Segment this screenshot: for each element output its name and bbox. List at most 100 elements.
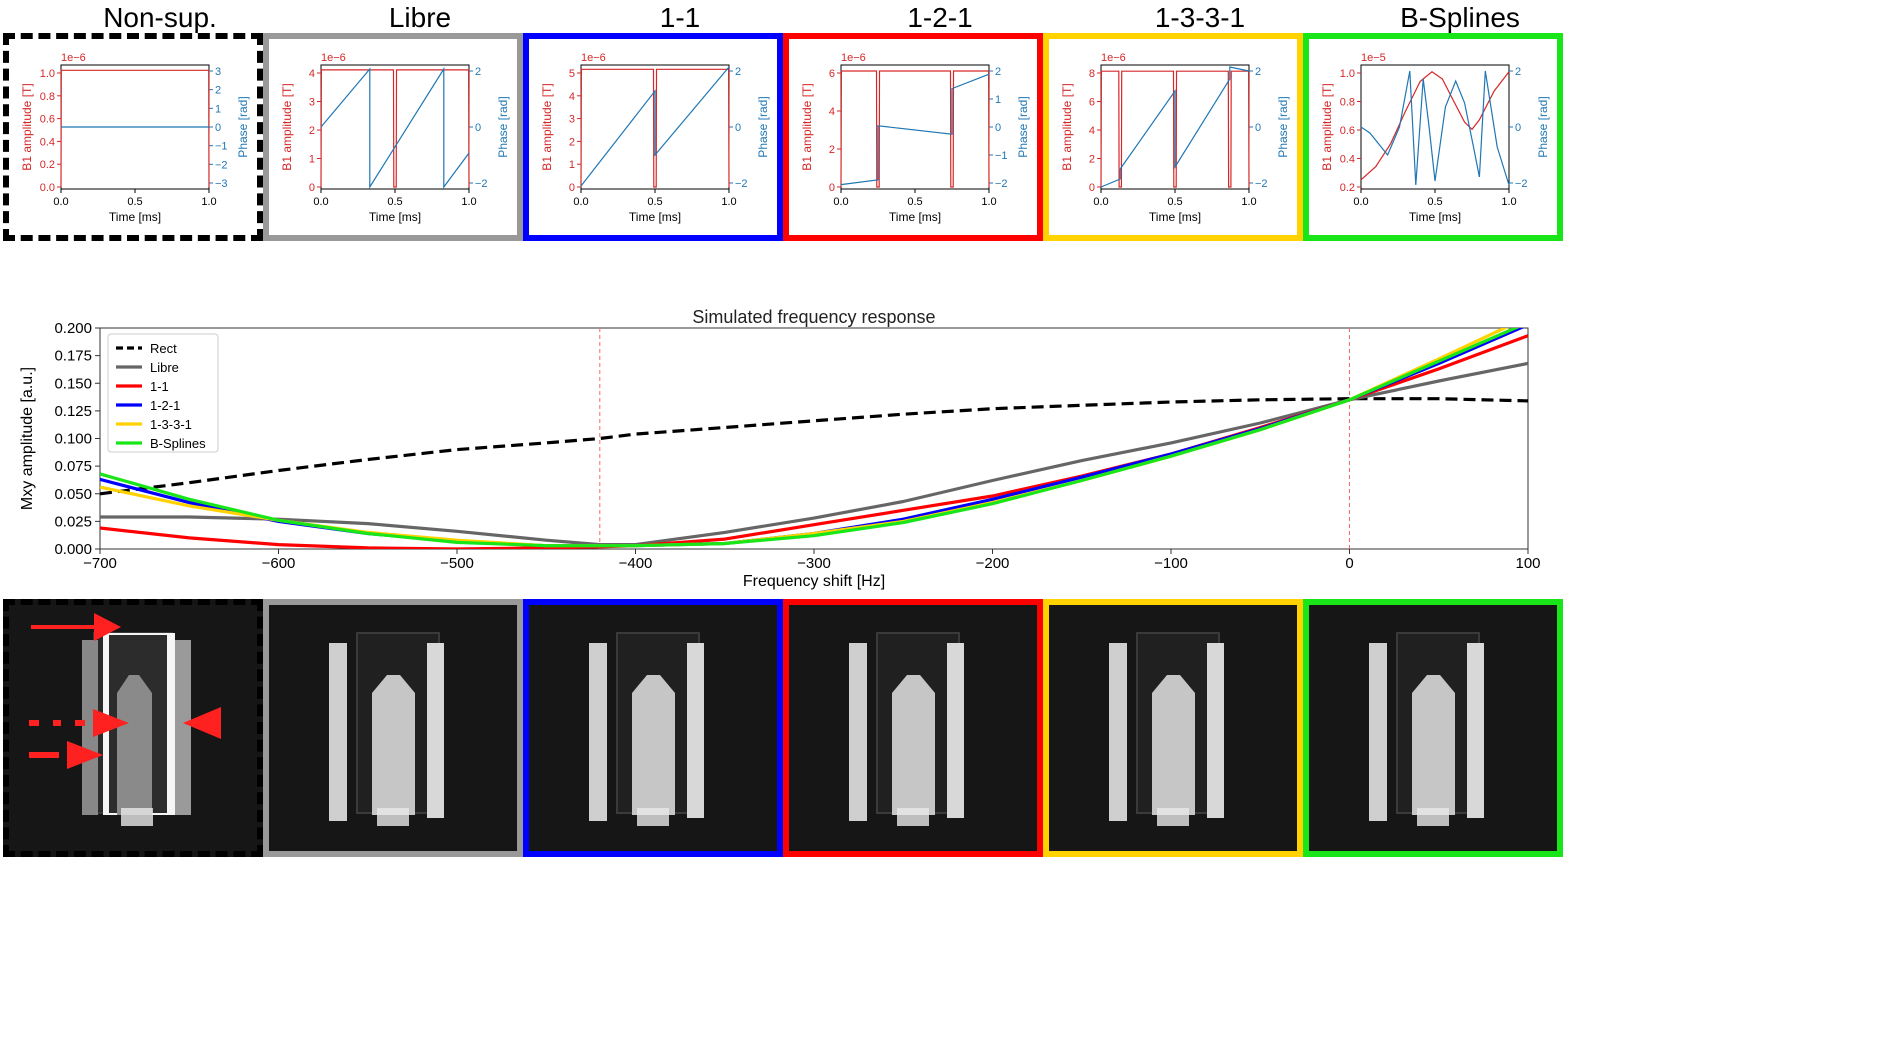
exponent-label: 1e−6 [581, 52, 606, 64]
left-tick-label: 4 [829, 106, 835, 118]
right-axis-label: Phase [rad] [1276, 96, 1290, 157]
phantom-right-rod [427, 643, 444, 818]
right-tick-label: −2 [1255, 178, 1268, 190]
mri-image-libre [263, 599, 523, 857]
legend-label: 1-3-3-1 [150, 417, 192, 432]
x-tick-label: −300 [797, 555, 831, 572]
left-axis-label: B1 amplitude [T] [280, 83, 294, 170]
phantom-central-bottle [117, 675, 152, 815]
left-tick-label: 8 [1089, 68, 1095, 80]
right-tick-label: −2 [735, 178, 748, 190]
y-tick-label: 0.125 [54, 403, 92, 420]
arrow-dotted-head-icon [93, 709, 129, 737]
phase-series [1100, 66, 1250, 188]
x-tick-label: 0.5 [907, 196, 922, 208]
right-tick-label: 0 [995, 122, 1001, 134]
right-tick-label: 2 [1515, 66, 1521, 78]
phantom-left-rod [849, 643, 867, 821]
series-line-libre [100, 361, 1528, 547]
phase-series [840, 73, 990, 186]
left-tick-label: 0.2 [1340, 182, 1355, 194]
left-tick-label: 3 [309, 97, 315, 109]
mri-phantom-1-1 [529, 605, 777, 851]
right-tick-label: −1 [995, 150, 1008, 162]
phase-series [320, 66, 470, 190]
phantom-central-bottle [1152, 675, 1195, 815]
phantom-left-rod [1369, 643, 1387, 821]
y-tick-label: 0.050 [54, 486, 92, 503]
plot-area-frame [99, 327, 1529, 550]
left-axis-label: B1 amplitude [T] [800, 83, 814, 170]
left-tick-label: 2 [309, 125, 315, 137]
left-tick-label: 0 [829, 182, 835, 194]
x-tick-label: 0.5 [647, 196, 662, 208]
phantom-cap [637, 808, 669, 826]
phantom-cap [1157, 808, 1189, 826]
right-tick-label: 3 [215, 66, 221, 78]
pulse-plot-non-sup: 1e−6 0.0 0.2 0.4 0.6 0.8 1.0 −3 −2 −1 0 1 2 3 0.0 0.5 1.… [20, 52, 250, 224]
y-tick-label: 0.075 [54, 458, 92, 475]
right-tick-label: −2 [215, 159, 228, 171]
x-tick-label: 0.0 [1093, 196, 1108, 208]
x-tick-label: 1.0 [721, 196, 736, 208]
phantom-right-rod [1467, 643, 1484, 818]
mri-image-1-3-3-1 [1043, 599, 1303, 857]
pulse-panel-1-2-1: 1e−6 0 2 4 6 −2 −1 0 1 2 0.0 0.5 1.0 Time [ms] B1 ampl… [783, 33, 1043, 241]
left-tick-label: 5 [569, 68, 575, 80]
x-tick-label: 0.5 [127, 196, 142, 208]
arrow-dashed-head-icon [67, 741, 103, 769]
x-tick-label: −500 [440, 555, 474, 572]
column-title-non-sup: Non-sup. [103, 2, 217, 33]
left-tick-label: 0.8 [40, 91, 55, 103]
amplitude-series [1360, 71, 1510, 181]
pulse-panel-1-3-3-1: 1e−6 0 2 4 6 8 −2 0 2 0.0 0.5 1.0 Time [ms] B1 amplit… [1043, 33, 1303, 241]
left-axis-label: B1 amplitude [T] [540, 83, 554, 170]
exponent-label: 1e−6 [1101, 52, 1126, 64]
phantom-left-rod [82, 640, 98, 815]
column-title-1-2-1: 1-2-1 [907, 2, 973, 33]
phase-series [580, 66, 730, 187]
right-tick-label: 1 [995, 94, 1001, 106]
amplitude-series [60, 69, 210, 188]
left-tick-label: 0.4 [1340, 154, 1355, 166]
right-tick-label: 2 [475, 66, 481, 78]
right-tick-label: −1 [215, 141, 228, 153]
pulse-plot-1-2-1: 1e−6 0 2 4 6 −2 −1 0 1 2 0.0 0.5 1.0 Time [ms] B1 ampl… [800, 52, 1030, 224]
left-tick-label: 0.6 [1340, 125, 1355, 137]
y-tick-label: 0.000 [54, 541, 92, 558]
right-tick-label: 0 [735, 122, 741, 134]
right-tick-label: −2 [995, 178, 1008, 190]
mri-phantom-1-3-3-1 [1049, 605, 1297, 851]
right-tick-label: −3 [215, 178, 228, 190]
left-tick-label: 2 [1089, 154, 1095, 166]
left-axis-label: B1 amplitude [T] [1320, 83, 1334, 170]
series-line-rect [100, 397, 1528, 496]
frequency-response-chart: Simulated frequency response 0.000 0.025 0.… [19, 307, 1541, 590]
right-tick-label: 0 [1255, 122, 1261, 134]
left-tick-label: 0.6 [40, 114, 55, 126]
y-axis-label: Mxy amplitude [a.u.] [19, 367, 36, 510]
amplitude-series [1100, 70, 1250, 188]
x-tick-label: 1.0 [461, 196, 476, 208]
phantom-central-bottle [632, 675, 675, 815]
right-tick-label: 0 [1515, 122, 1521, 134]
x-axis-label: Time [ms] [1409, 210, 1461, 224]
left-tick-label: 1.0 [1340, 68, 1355, 80]
x-axis-label: Time [ms] [109, 210, 161, 224]
left-tick-label: 0 [309, 182, 315, 194]
x-tick-label: 0 [1345, 555, 1353, 572]
phantom-central-bottle [892, 675, 935, 815]
legend-label: Libre [150, 360, 179, 375]
exponent-label: 1e−5 [1361, 52, 1386, 64]
phantom-central-bottle [1412, 675, 1455, 815]
x-tick-label: 0.0 [53, 196, 68, 208]
phantom-cap [121, 808, 153, 826]
legend-label: Rect [150, 341, 177, 356]
left-tick-label: 4 [569, 91, 575, 103]
phantom-right-rod [1207, 643, 1224, 818]
mri-phantom-1-2-1 [789, 605, 1037, 851]
right-tick-label: 0 [475, 122, 481, 134]
left-tick-label: 0.0 [40, 182, 55, 194]
amplitude-series [580, 68, 730, 188]
right-tick-label: 2 [995, 66, 1001, 78]
